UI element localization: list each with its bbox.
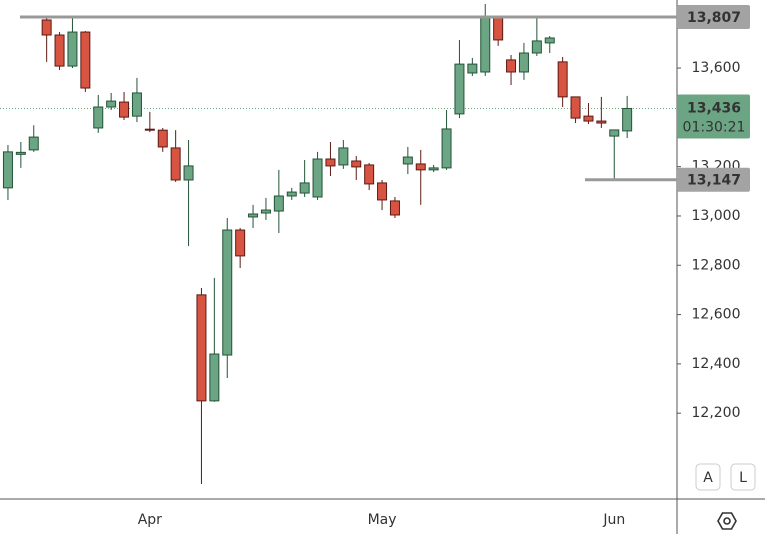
candle-body — [119, 101, 130, 118]
candle-body — [415, 163, 426, 171]
y-tick-label: 13,600 — [692, 60, 741, 76]
candle-body — [583, 115, 594, 122]
y-tick-label: 12,800 — [692, 257, 741, 273]
candle-body — [441, 128, 452, 169]
button[interactable] — [695, 463, 721, 491]
candle-body — [480, 17, 491, 73]
candle-body — [209, 353, 220, 402]
candle-body — [325, 158, 336, 167]
candle-body — [28, 136, 39, 151]
candle-body — [131, 92, 142, 117]
level-tag — [677, 5, 750, 30]
candle-body — [15, 151, 26, 155]
candle-body — [196, 294, 207, 402]
candle-body — [67, 31, 78, 67]
candle-body — [389, 200, 400, 216]
candle-body — [428, 167, 439, 171]
x-tick-label: Jun — [602, 512, 625, 528]
candle-body — [2, 151, 13, 189]
candle-body — [518, 52, 529, 73]
candle-body — [544, 37, 555, 44]
candle-body — [235, 229, 246, 257]
candle-body — [351, 160, 362, 168]
button[interactable] — [730, 463, 756, 491]
candle-body — [506, 59, 517, 73]
candle-body — [570, 96, 581, 119]
y-tick-label: 12,200 — [692, 405, 741, 421]
price-tag — [677, 94, 750, 139]
candle-body — [467, 63, 478, 74]
countdown-label: 01:30:21 — [683, 119, 746, 135]
y-tick-label: 12,400 — [692, 356, 741, 372]
candle-body — [454, 63, 465, 115]
settings-icon[interactable] — [717, 512, 737, 530]
candle-body — [222, 229, 233, 356]
button-label[interactable]: L — [739, 470, 747, 486]
candle-body — [248, 213, 259, 218]
level-label: 13,147 — [687, 173, 741, 189]
candle-body — [144, 128, 155, 131]
candle-body — [286, 191, 297, 197]
candle-body — [596, 120, 607, 124]
candle-body — [493, 17, 504, 41]
candle-body — [364, 164, 375, 185]
candle-body — [157, 129, 168, 148]
y-tick-label: 12,600 — [692, 307, 741, 323]
button-label[interactable]: A — [703, 470, 713, 486]
x-tick-label: Apr — [138, 512, 162, 528]
candle-body — [402, 156, 413, 165]
price-label: 13,436 — [687, 100, 741, 116]
candle-body — [93, 106, 104, 129]
candle-body — [183, 165, 194, 181]
candle-body — [609, 129, 620, 137]
candle-body — [312, 158, 323, 198]
y-tick-label: 13,000 — [692, 208, 741, 224]
candle-body — [557, 61, 568, 98]
candle-body — [273, 195, 284, 212]
candle-body — [338, 147, 349, 166]
level-tag — [677, 167, 750, 192]
candle-body — [54, 34, 65, 67]
candle-body — [622, 107, 633, 132]
candle-body — [170, 147, 181, 181]
candle-body — [377, 182, 388, 201]
candle-body — [299, 182, 310, 194]
x-tick-label: May — [368, 512, 397, 528]
candle-body — [106, 100, 117, 108]
candle-body — [80, 31, 91, 89]
candle-body — [260, 209, 271, 214]
level-label: 13,807 — [687, 10, 741, 26]
candle-body — [41, 19, 52, 36]
candle-body — [531, 40, 542, 54]
